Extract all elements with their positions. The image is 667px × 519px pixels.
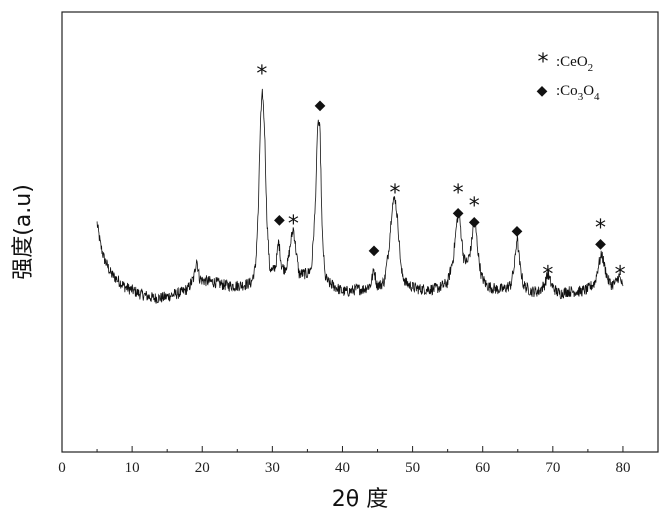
- x-tick-label: 10: [125, 460, 140, 476]
- x-tick-label: 0: [58, 460, 66, 476]
- co3o4-peak-marker: ◆: [512, 223, 523, 239]
- legend-diamond-icon: ◆: [537, 83, 548, 99]
- plot-frame: [62, 12, 658, 452]
- legend-item-co3o4: ◆ :Co3O4: [537, 83, 600, 103]
- ceo2-peak-marker: *: [615, 262, 626, 287]
- co3o4-peak-marker: ◆: [453, 205, 464, 221]
- x-tick-label: 80: [615, 460, 630, 476]
- co3o4-peak-marker: ◆: [469, 214, 480, 230]
- x-axis-title: 2θ 度: [332, 487, 388, 512]
- x-tick-label: 40: [335, 460, 350, 476]
- x-tick-label: 20: [195, 460, 210, 476]
- x-tick-label: 60: [475, 460, 490, 476]
- co3o4-peak-marker: ◆: [274, 212, 285, 228]
- ceo2-peak-marker: *: [453, 181, 464, 206]
- y-axis-title: 强度(a.u): [11, 184, 36, 280]
- co3o4-peak-marker: ◆: [315, 97, 326, 113]
- legend-item-ceo2: * :CeO2: [538, 50, 594, 75]
- x-axis: 0 10 20 30 40 50 60 70 80: [58, 446, 658, 476]
- ceo2-peak-marker: *: [288, 212, 299, 237]
- legend-asterisk-icon: *: [538, 50, 549, 75]
- co3o4-peak-marker: ◆: [369, 243, 380, 259]
- x-tick-label: 70: [545, 460, 560, 476]
- ceo2-peak-marker: *: [542, 262, 553, 287]
- x-tick-label: 50: [405, 460, 420, 476]
- x-tick-label: 30: [265, 460, 280, 476]
- legend-label-co3o4: :Co3O4: [556, 83, 600, 103]
- legend-label-ceo2: :CeO2: [556, 54, 593, 74]
- co3o4-peak-marker: ◆: [595, 236, 606, 252]
- ceo2-peak-marker: *: [390, 181, 401, 206]
- ceo2-peak-marker: *: [256, 62, 267, 87]
- legend: * :CeO2 ◆ :Co3O4: [537, 50, 600, 103]
